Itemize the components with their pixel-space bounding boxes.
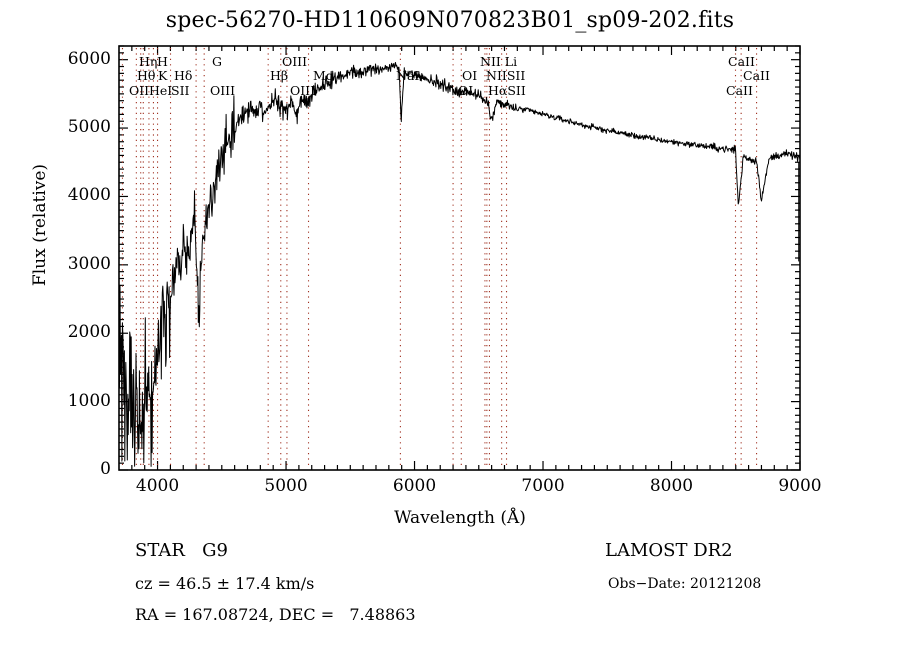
footer-survey: LAMOST DR2 bbox=[605, 540, 733, 561]
x-tick-label: 8000 bbox=[649, 476, 694, 496]
spectral-line-label: OII bbox=[129, 83, 150, 98]
spectral-line-label: NaI bbox=[396, 68, 420, 83]
y-tick-label: 3000 bbox=[67, 253, 111, 274]
y-tick-label: 2000 bbox=[67, 322, 111, 343]
x-tick-label: 9000 bbox=[778, 476, 822, 496]
spectral-line-label: CaII bbox=[726, 83, 753, 98]
spectral-line-label: SII bbox=[171, 83, 190, 98]
footer-cz: cz = 46.5 ± 17.4 km/s bbox=[135, 574, 315, 593]
spectral-line-label: CaII bbox=[743, 68, 770, 83]
spectral-line-label: OIII bbox=[290, 83, 316, 98]
y-tick-label: 6000 bbox=[67, 48, 111, 69]
spectral-line-label: K bbox=[158, 68, 168, 83]
spectral-line-label: Hβ bbox=[270, 68, 289, 83]
spectral-line-label: NIISII bbox=[486, 68, 526, 83]
y-tick-label: 0 bbox=[100, 459, 111, 479]
footer-star-type: STAR G9 bbox=[135, 540, 228, 561]
spectral-line-label: HαSII bbox=[488, 83, 526, 98]
spectral-line-label: OI bbox=[458, 83, 474, 98]
spectral-line-label: CaII bbox=[728, 54, 755, 69]
spectral-line-label: G bbox=[212, 54, 222, 69]
x-tick-label: 4000 bbox=[135, 476, 180, 496]
y-tick-label: 5000 bbox=[67, 117, 111, 138]
footer-obs-date: Obs−Date: 20121208 bbox=[608, 576, 762, 592]
spectral-line-label: Mg bbox=[313, 68, 334, 83]
spectral-line-label: Hδ bbox=[174, 68, 193, 83]
y-tick-label: 4000 bbox=[67, 185, 111, 206]
spectral-line-label: NII Li bbox=[480, 54, 518, 69]
x-tick-label: 6000 bbox=[392, 476, 437, 496]
spectral-line-label: Hθ bbox=[137, 68, 156, 83]
footer-coordinates: RA = 167.08724, DEC = 7.48863 bbox=[135, 605, 416, 624]
spectral-line-label: HeI bbox=[149, 83, 173, 98]
x-axis-label: Wavelength (Å) bbox=[394, 508, 526, 528]
x-tick-label: 7000 bbox=[521, 476, 565, 496]
spectral-line-label: H bbox=[157, 54, 168, 69]
spectral-line-label: OIII bbox=[210, 83, 236, 98]
figure-title: spec-56270-HD110609N070823B01_sp09-202.f… bbox=[165, 8, 735, 33]
x-tick-label: 5000 bbox=[264, 476, 308, 496]
y-tick-label: 1000 bbox=[67, 390, 111, 411]
spectral-line-label: OI bbox=[462, 68, 478, 83]
spectral-line-label: Hη bbox=[139, 54, 158, 69]
spectral-line-label: OIII bbox=[282, 54, 308, 69]
